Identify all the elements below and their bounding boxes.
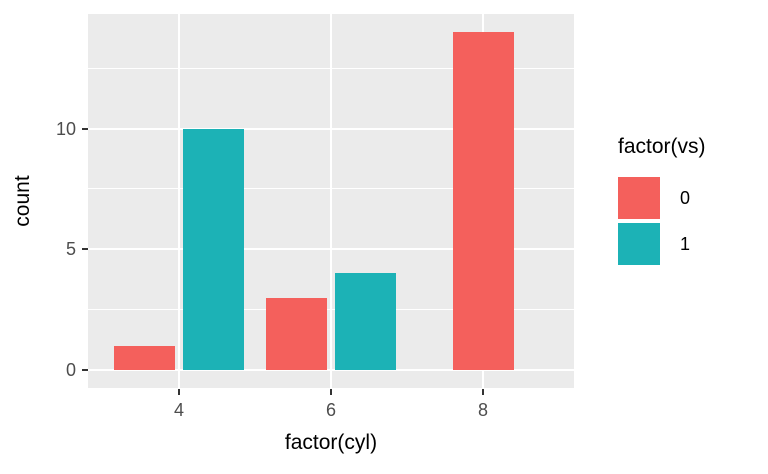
plot-panel [88, 14, 574, 388]
x-tick-mark-6 [330, 389, 332, 395]
y-tick-mark-5 [82, 248, 88, 251]
y-tick-label-10: 10 [55, 118, 76, 139]
y-tick-label-0: 0 [65, 360, 76, 380]
legend-key-label-1: 1 [680, 234, 691, 254]
gridline-major-x-6 [330, 14, 332, 388]
x-tick-mark-4 [178, 389, 180, 395]
legend-key-label-0: 0 [680, 188, 691, 208]
bar-cyl4-vs0 [114, 345, 176, 370]
x-tick-mark-8 [482, 389, 484, 395]
x-tick-label-6: 6 [325, 400, 336, 420]
y-tick-label-5: 5 [65, 239, 76, 260]
legend-key-0: 0 [618, 177, 690, 219]
bar-cyl6-vs0 [266, 297, 328, 370]
bar-cyl4-vs1 [182, 128, 244, 370]
x-tick-label-4: 4 [173, 400, 184, 420]
legend-key-1: 1 [618, 223, 690, 265]
y-tick-mark-0 [82, 369, 88, 371]
gridline-major-x-4 [178, 14, 180, 388]
y-axis-title: count [11, 175, 34, 227]
x-tick-label-8: 8 [477, 400, 488, 420]
x-axis-title: factor(cyl) [284, 431, 378, 454]
legend-title: factor(vs) [618, 135, 706, 158]
y-tick-mark-10 [82, 127, 88, 130]
bar-cyl6-vs1 [334, 273, 396, 370]
bar-cyl8-vs0 [452, 32, 514, 370]
